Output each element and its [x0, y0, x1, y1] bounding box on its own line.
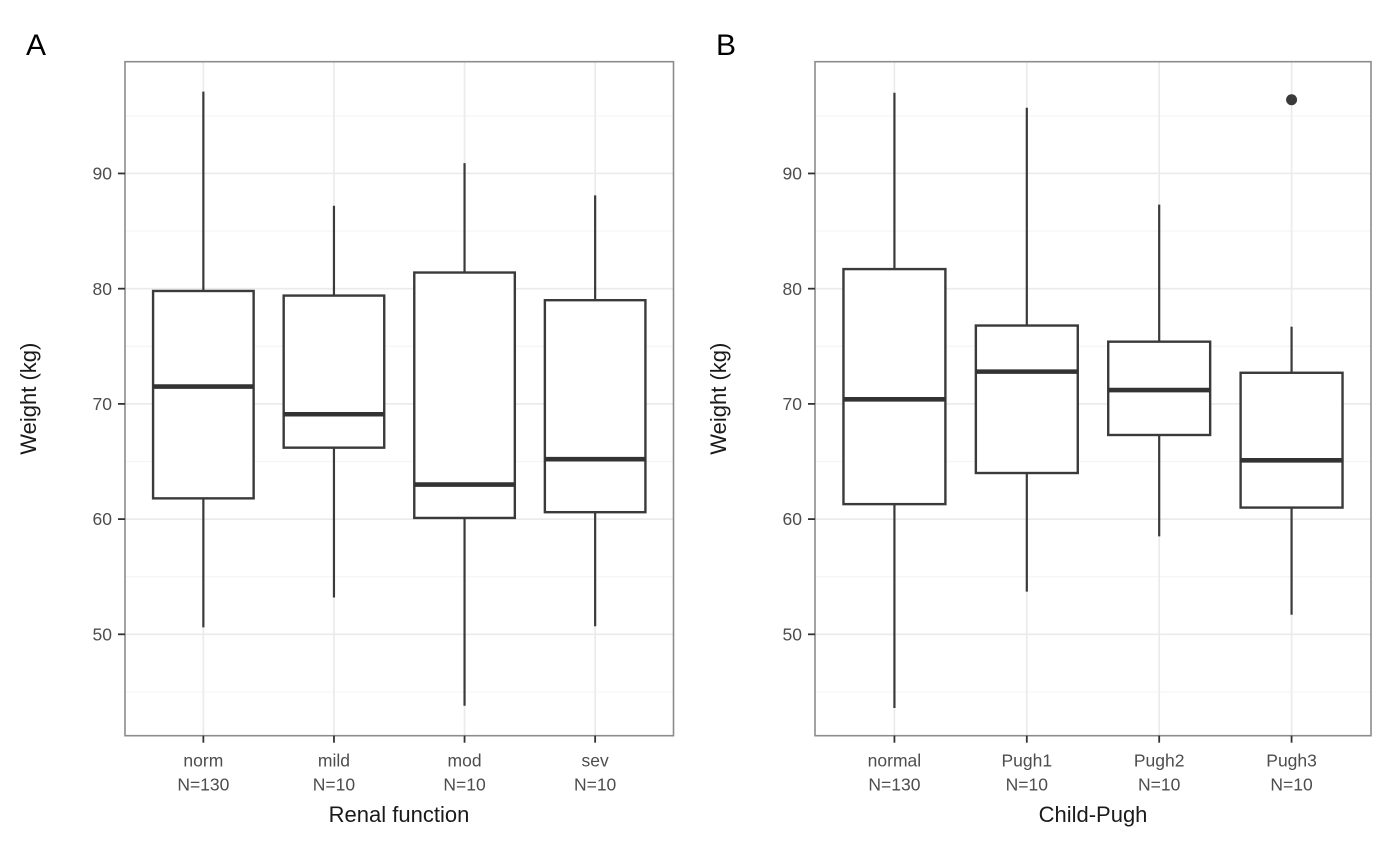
x-tick-label-group: sev [582, 751, 609, 771]
y-tick-label: 70 [93, 394, 113, 414]
x-tick-label-group: Pugh1 [1002, 751, 1053, 771]
x-tick-label-n: N=10 [443, 775, 486, 795]
panel-border [124, 60, 675, 737]
x-tick-label-n: N=10 [1270, 775, 1313, 795]
panel-a-letter: A [26, 29, 46, 62]
x-tick-label-group: mod [448, 751, 482, 771]
box-iqr [1239, 371, 1344, 509]
y-tick-label: 90 [783, 164, 803, 184]
panel-b-letter: B [716, 29, 736, 62]
x-tick-label-n: N=130 [868, 775, 920, 795]
y-tick-label: 70 [783, 394, 803, 414]
panel-border [814, 60, 1372, 737]
box-iqr [543, 298, 647, 514]
box-iqr [413, 271, 517, 520]
box-iqr [974, 324, 1079, 475]
y-tick-label: 60 [783, 509, 803, 529]
panel-a-plot: A Weight (kg) Renal function 50 60 70 80 90 n… [16, 29, 675, 827]
panel-b-plot-area: 50 60 70 80 90 normal N=130 Pugh1 N=10 Pugh2 N=10 P… [783, 60, 1372, 795]
x-tick-label-n: N=10 [574, 775, 617, 795]
box-iqr [151, 289, 255, 500]
y-tick-label: 60 [93, 509, 113, 529]
x-tick-label-group: Pugh2 [1134, 751, 1185, 771]
x-tick-label-group: norm [183, 751, 223, 771]
panel-a-x-axis-title: Renal function [329, 802, 470, 827]
panel-b-x-axis-title: Child-Pugh [1039, 802, 1148, 827]
y-tick-label: 50 [93, 624, 113, 644]
x-tick-label-group: normal [868, 751, 922, 771]
x-tick-label-n: N=10 [1006, 775, 1049, 795]
outlier-point [1286, 94, 1298, 106]
box-iqr [842, 267, 947, 506]
x-tick-label-n: N=130 [177, 775, 229, 795]
x-tick-label-group: mild [318, 751, 350, 771]
y-tick-label: 50 [783, 624, 803, 644]
x-tick-label-n: N=10 [313, 775, 356, 795]
x-tick-label-n: N=10 [1138, 775, 1181, 795]
x-tick-label-group: Pugh3 [1266, 751, 1317, 771]
box-iqr [282, 294, 386, 449]
y-tick-label: 80 [93, 279, 113, 299]
panel-a-y-axis-title: Weight (kg) [16, 343, 41, 455]
panel-a-plot-area: 50 60 70 80 90 norm N=130 mild N=10 mod N=10 sev N=1… [93, 60, 675, 795]
panel-b-y-axis-title: Weight (kg) [706, 343, 731, 455]
panel-b-plot: B Weight (kg) Child-Pugh 50 60 70 80 90 norma… [706, 29, 1372, 827]
y-tick-label: 80 [783, 279, 803, 299]
y-tick-label: 90 [93, 164, 113, 184]
